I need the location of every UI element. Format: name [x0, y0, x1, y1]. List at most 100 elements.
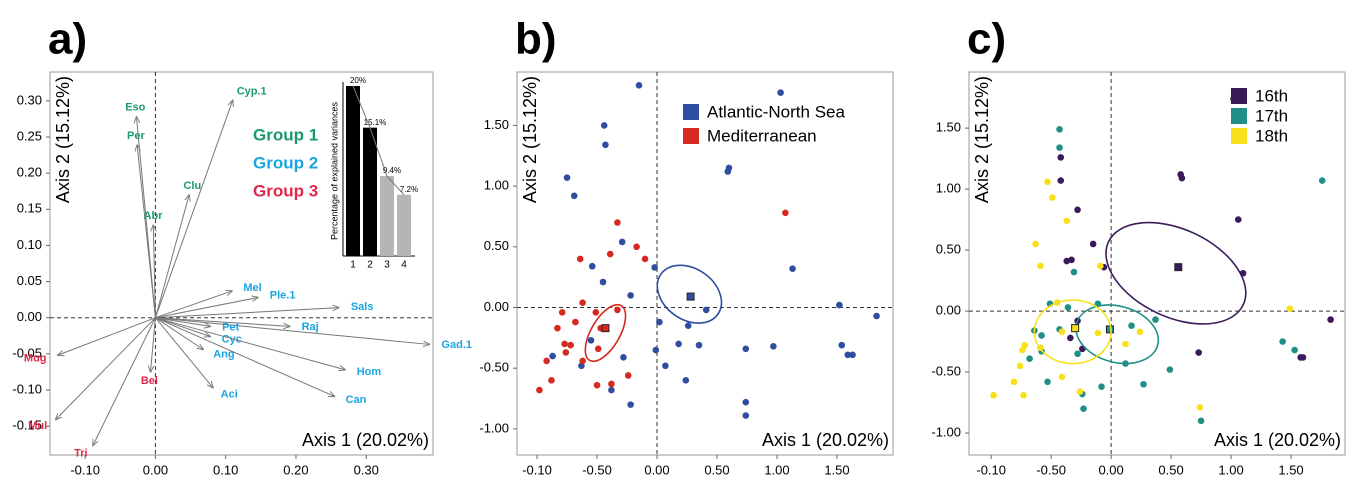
point [599, 278, 607, 286]
point [1057, 154, 1065, 161]
inset-value-label: 20% [350, 76, 366, 85]
y-tick-label: -0.05 [12, 345, 42, 360]
y-tick-label: 0.00 [936, 303, 961, 318]
x-tick-label: 0.10 [213, 462, 238, 477]
point [1026, 355, 1033, 362]
point [1279, 338, 1286, 345]
point [742, 345, 750, 353]
variable-label: Raj [302, 321, 319, 333]
variable-label: Abr [144, 210, 164, 222]
point [561, 340, 568, 348]
loading-arrow [155, 308, 338, 319]
plot-frame [49, 71, 434, 456]
point [1128, 322, 1135, 330]
variable-label: Pet [222, 322, 239, 334]
variable-label: Gad.1 [441, 339, 472, 351]
point [782, 209, 789, 217]
legend-label: 16th [1255, 86, 1288, 105]
inset-category-label: 1 [350, 260, 356, 271]
legend-swatch [1231, 108, 1247, 124]
point [633, 243, 640, 251]
y-axis-label: Axis 2 (15.12%) [53, 76, 73, 203]
y-tick-label: 0.00 [484, 299, 509, 314]
loading-arrow [155, 317, 203, 350]
y-tick-label: -0.10 [12, 381, 42, 396]
point [1049, 194, 1056, 201]
variable-label: Tri [74, 448, 87, 460]
y-tick-label: 0.50 [936, 242, 961, 257]
group-label: Group 2 [253, 153, 318, 172]
point [1076, 388, 1084, 395]
inset-value-label: 9.4% [383, 166, 401, 175]
point [675, 340, 682, 348]
point [684, 322, 692, 330]
point [1098, 383, 1105, 390]
x-axis-label: Axis 1 (20.02%) [1214, 430, 1341, 450]
variable-label: Eso [125, 102, 145, 114]
group-label: Group 3 [253, 181, 318, 200]
y-tick-label: 1.00 [484, 178, 509, 193]
point [608, 380, 615, 388]
loading-arrow [56, 317, 156, 420]
point [1019, 346, 1026, 354]
point [1327, 316, 1334, 323]
point [1058, 328, 1066, 336]
x-tick-label: 0.50 [704, 462, 729, 477]
point [1097, 262, 1104, 270]
centroid [1174, 263, 1183, 272]
point [656, 318, 663, 326]
confidence-ellipse [656, 264, 723, 324]
y-tick-label: -1.00 [479, 420, 509, 435]
plot-frame [516, 71, 894, 456]
point [1089, 240, 1097, 248]
point [614, 219, 621, 226]
point [567, 341, 574, 349]
point [548, 377, 555, 384]
x-tick-label: 0.00 [143, 462, 168, 477]
legend-swatch [1231, 128, 1247, 144]
y-tick-label: 1.50 [936, 120, 961, 135]
variable-label: Ple.1 [270, 290, 296, 302]
confidence-ellipse [584, 303, 627, 363]
centroid [686, 292, 695, 301]
point [838, 341, 846, 349]
point [1195, 349, 1202, 356]
loading-arrow [155, 317, 345, 370]
point [593, 381, 601, 389]
point [652, 346, 660, 354]
point [724, 168, 732, 175]
variable-label: Mug [24, 352, 47, 364]
point [1318, 177, 1326, 184]
point [1166, 366, 1174, 373]
y-tick-label: 1.00 [936, 181, 961, 196]
point [1197, 417, 1205, 425]
point [570, 192, 578, 200]
y-axis-label: Axis 2 (15.12%) [972, 76, 992, 203]
loading-arrow [93, 317, 156, 446]
point [1286, 305, 1294, 312]
point [1140, 380, 1147, 388]
point [1056, 126, 1063, 133]
point [549, 352, 556, 360]
point [1056, 144, 1063, 151]
point [606, 250, 614, 258]
x-tick-label: 0.00 [644, 462, 669, 477]
loading-arrow [58, 317, 156, 356]
point [844, 351, 852, 359]
point [579, 357, 586, 365]
y-tick-label: 0.15 [17, 201, 42, 216]
loading-arrow [154, 195, 189, 318]
point [742, 412, 750, 419]
panel-label: c) [967, 15, 1006, 64]
x-tick-label: -0.10 [70, 462, 100, 477]
point [1094, 329, 1102, 337]
point [558, 309, 566, 316]
x-tick-label: -0.50 [1036, 462, 1066, 477]
point [1016, 362, 1024, 370]
legend-swatch [683, 104, 699, 120]
y-tick-label: -0.15 [12, 418, 42, 433]
centroid [1071, 324, 1080, 333]
point [742, 398, 750, 406]
point [1044, 378, 1051, 386]
